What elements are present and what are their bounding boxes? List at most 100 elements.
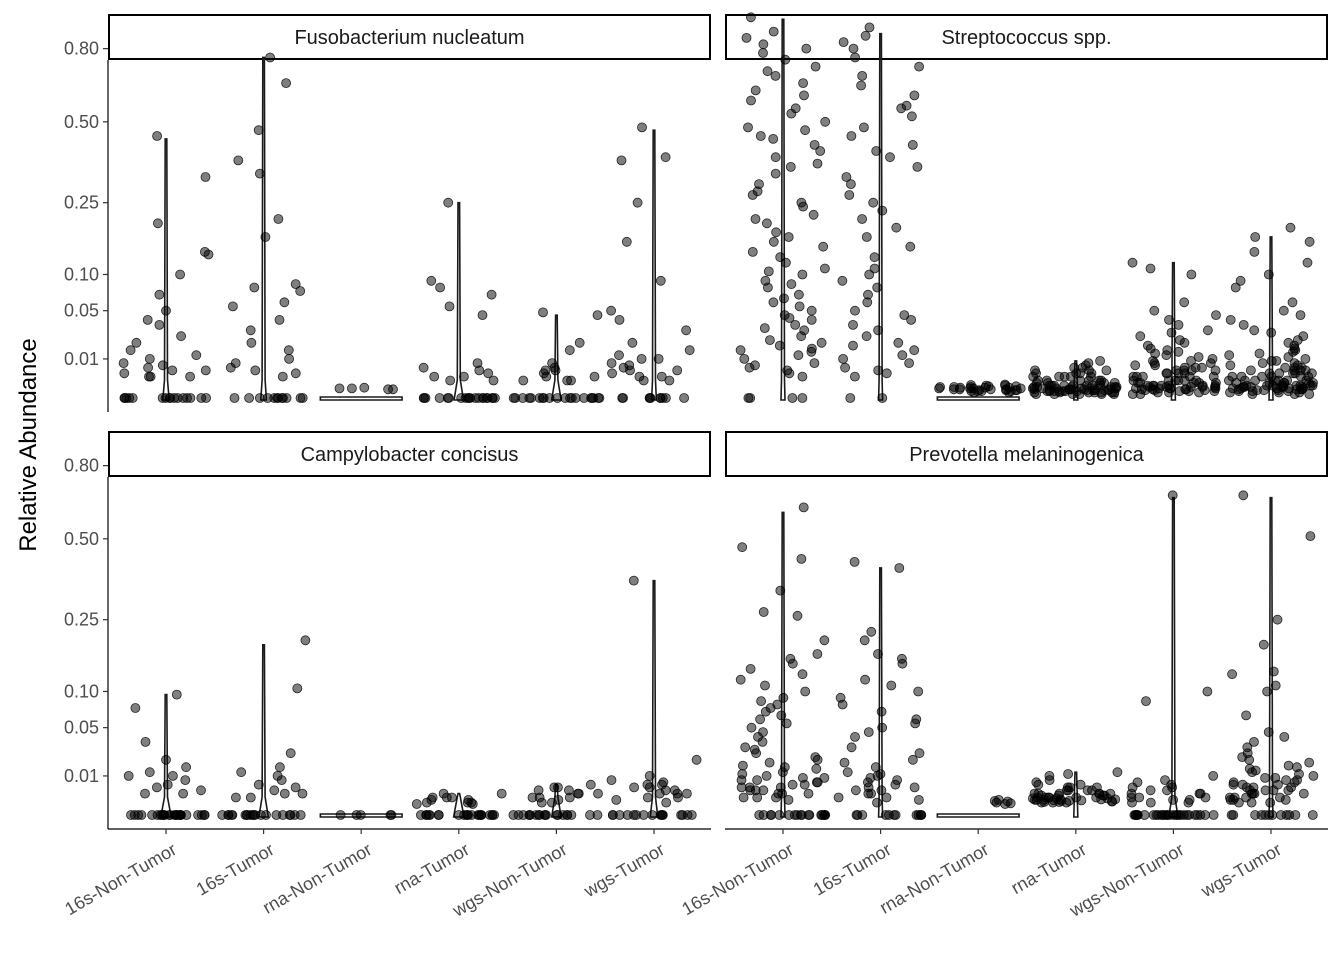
data-point xyxy=(838,353,848,364)
data-point xyxy=(1161,350,1172,361)
data-point xyxy=(861,232,872,242)
data-point xyxy=(1224,350,1235,361)
data-point xyxy=(1268,666,1279,677)
data-point xyxy=(1179,810,1189,820)
data-point xyxy=(1164,314,1174,325)
data-point xyxy=(1096,794,1107,805)
data-point xyxy=(837,699,848,710)
data-point xyxy=(245,792,256,803)
data-point xyxy=(750,85,761,96)
data-point xyxy=(636,353,647,364)
data-point xyxy=(778,767,788,778)
data-point xyxy=(991,797,1002,808)
data-point xyxy=(1308,771,1319,781)
data-point xyxy=(896,103,907,114)
data-point xyxy=(279,788,290,799)
data-point xyxy=(850,305,860,316)
data-point xyxy=(483,368,494,379)
data-point xyxy=(574,337,585,348)
data-point xyxy=(290,279,301,290)
data-point xyxy=(1234,386,1244,397)
data-point xyxy=(549,782,560,793)
data-point xyxy=(1283,785,1294,796)
data-point xyxy=(1271,355,1282,366)
data-point xyxy=(1150,360,1160,371)
data-point xyxy=(1254,348,1265,359)
data-point xyxy=(386,810,397,820)
data-point xyxy=(606,358,617,369)
data-point xyxy=(607,368,617,379)
data-point xyxy=(877,205,888,216)
data-point xyxy=(433,810,444,820)
data-point xyxy=(1263,727,1274,737)
data-point xyxy=(1265,797,1276,808)
data-point xyxy=(762,218,772,229)
data-point xyxy=(573,788,584,799)
data-point xyxy=(672,365,683,376)
data-point xyxy=(660,152,671,163)
data-point xyxy=(1249,246,1260,257)
data-point xyxy=(787,779,798,790)
data-point xyxy=(1162,785,1172,796)
data-point xyxy=(800,125,810,136)
data-point xyxy=(783,795,794,805)
facet-strip xyxy=(108,14,711,60)
data-point xyxy=(758,39,769,50)
data-point xyxy=(876,785,887,796)
data-point xyxy=(797,371,808,382)
data-point xyxy=(172,810,183,820)
data-point xyxy=(541,371,552,382)
data-point xyxy=(443,197,454,208)
data-point xyxy=(162,779,173,790)
data-point xyxy=(677,810,688,820)
data-point xyxy=(1247,767,1257,778)
facet-panel: Streptococcus spp. xyxy=(725,12,1328,403)
data-point xyxy=(816,337,827,348)
data-point xyxy=(248,810,259,820)
data-point xyxy=(839,757,850,768)
data-point xyxy=(812,158,823,169)
facet-title: Fusobacterium nucleatum xyxy=(294,27,524,49)
data-point xyxy=(673,792,683,803)
data-point xyxy=(786,279,797,290)
data-point xyxy=(1225,360,1236,371)
data-point xyxy=(1225,314,1236,325)
data-point xyxy=(761,771,772,781)
data-point xyxy=(1107,796,1118,807)
data-point xyxy=(564,792,575,803)
data-point xyxy=(628,575,639,586)
data-point xyxy=(820,263,830,274)
data-point xyxy=(735,345,746,356)
data-point xyxy=(178,788,189,799)
data-point xyxy=(435,282,446,293)
data-point xyxy=(445,375,456,386)
data-point xyxy=(133,810,144,820)
data-point xyxy=(585,810,595,820)
data-point xyxy=(191,350,202,361)
facet-strip xyxy=(725,14,1328,60)
data-point xyxy=(645,393,656,403)
data-point xyxy=(1075,779,1086,790)
data-point xyxy=(838,37,849,47)
data-point xyxy=(884,810,894,820)
data-point xyxy=(758,607,769,617)
data-point xyxy=(752,775,762,785)
data-point xyxy=(778,692,789,703)
data-point xyxy=(1278,305,1289,316)
data-point xyxy=(846,131,857,141)
data-point xyxy=(1258,639,1269,650)
violin-outline xyxy=(319,396,403,401)
data-point xyxy=(850,732,860,742)
data-point xyxy=(881,368,892,379)
data-point xyxy=(809,358,820,369)
data-point xyxy=(796,554,807,564)
data-point xyxy=(1305,531,1316,541)
data-point xyxy=(906,314,916,325)
data-point xyxy=(1257,358,1268,369)
data-point xyxy=(269,785,280,796)
data-point xyxy=(444,301,455,312)
data-point xyxy=(1135,331,1146,342)
data-point xyxy=(147,810,158,820)
data-point xyxy=(1162,810,1173,820)
data-point xyxy=(544,393,555,403)
